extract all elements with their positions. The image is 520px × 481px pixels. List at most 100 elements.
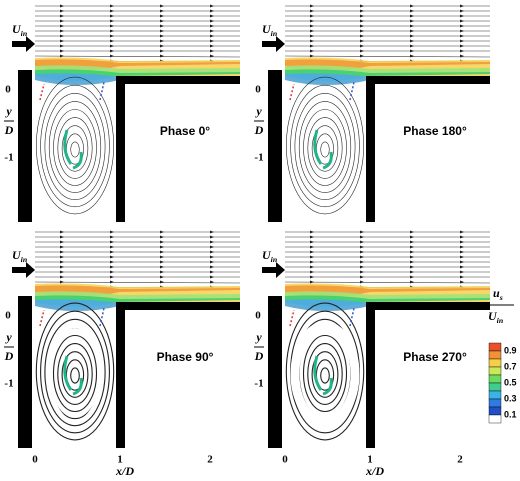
- stream-arrow: [360, 255, 364, 259]
- stream-arrow: [310, 280, 314, 284]
- stream-arrow: [210, 34, 214, 38]
- wall: [366, 76, 375, 222]
- cavity-streamline: [320, 367, 330, 384]
- stream-arrow: [410, 260, 414, 264]
- cavity-streamline: [320, 141, 330, 158]
- streamline: [284, 281, 491, 284]
- colorbar-tick-label: 0.5: [504, 377, 517, 387]
- stream-arrow: [460, 280, 464, 284]
- stream-arrow: [460, 9, 464, 13]
- cavity-streamline: [57, 117, 93, 179]
- colorbar-title: us: [493, 286, 503, 302]
- stream-arrow: [410, 245, 414, 249]
- inlet-arrow: [12, 262, 35, 278]
- cavity-streamline: [307, 343, 343, 405]
- stream-arrow: [410, 24, 414, 28]
- colorbar-title-main: U: [488, 309, 498, 323]
- stream-arrow: [460, 19, 464, 23]
- stream-arrow: [410, 44, 414, 48]
- stream-arrow: [210, 270, 214, 274]
- stream-arrow: [360, 29, 364, 33]
- stream-arrow: [460, 250, 464, 254]
- stream-arrow: [110, 245, 114, 249]
- inlet-arrow: [262, 36, 285, 52]
- cavity-streamline: [61, 125, 89, 172]
- stream-arrow: [110, 9, 114, 13]
- stream-arrow: [210, 44, 214, 48]
- wall: [116, 76, 125, 222]
- cavity-streamline: [44, 93, 106, 201]
- stream-arrow: [160, 275, 164, 279]
- colorbar-title-sub: in: [497, 316, 504, 325]
- stream-arrow: [410, 34, 414, 38]
- stream-arrow: [210, 19, 214, 23]
- cavity-streamline: [40, 310, 110, 434]
- indicator-arrow: [99, 307, 105, 327]
- wall: [366, 302, 375, 448]
- stream-arrow: [110, 4, 114, 8]
- stream-arrow: [110, 39, 114, 43]
- stream-arrow: [110, 280, 114, 284]
- colorbar-swatch: [488, 358, 502, 368]
- stream-arrow: [360, 245, 364, 249]
- y-axis-label: D: [254, 123, 264, 137]
- stream-arrow: [60, 265, 64, 269]
- stream-arrow: [360, 235, 364, 239]
- x-tick-label: 2: [457, 454, 463, 466]
- stream-arrow: [160, 270, 164, 274]
- stream-arrow: [210, 240, 214, 244]
- stream-arrow: [210, 54, 214, 58]
- vortex-core: [313, 129, 333, 170]
- colorbar-swatch: [488, 366, 502, 376]
- colorbar-tick-label: 0.3: [504, 393, 517, 403]
- stream-arrow: [160, 260, 164, 264]
- stream-arrow: [460, 14, 464, 18]
- stream-arrow: [310, 49, 314, 53]
- stream-arrow: [310, 270, 314, 274]
- stream-arrow: [210, 265, 214, 269]
- stream-arrow: [210, 24, 214, 28]
- stream-arrow: [60, 280, 64, 284]
- stream-arrow: [360, 54, 364, 58]
- stream-arrow: [410, 19, 414, 23]
- cavity-streamline: [40, 84, 110, 208]
- colorbar-tick-label: 0.1: [504, 409, 517, 419]
- stream-arrow: [360, 280, 364, 284]
- stream-arrow: [110, 250, 114, 254]
- stream-arrow: [310, 4, 314, 8]
- colorbar-swatch: [488, 342, 502, 352]
- stream-arrow: [360, 44, 364, 48]
- cavity-streamline: [35, 76, 115, 215]
- stream-arrow: [310, 235, 314, 239]
- colorbar-tick-label: 0.9: [504, 345, 517, 355]
- stream-arrow: [410, 29, 414, 33]
- stream-arrow: [110, 24, 114, 28]
- stream-arrow: [160, 4, 164, 8]
- stream-arrow: [60, 34, 64, 38]
- y-tick-label: 0: [255, 310, 261, 322]
- stream-arrow: [210, 49, 214, 53]
- stream-arrow: [460, 265, 464, 269]
- colorbar-swatch: [488, 382, 502, 392]
- stream-arrow: [360, 230, 364, 234]
- cavity-streamline: [290, 84, 360, 208]
- stream-arrow: [410, 4, 414, 8]
- stream-arrow: [410, 54, 414, 58]
- stream-arrow: [60, 235, 64, 239]
- y-axis-label: D: [4, 349, 14, 363]
- wall: [268, 296, 282, 448]
- stream-arrow: [460, 230, 464, 234]
- stream-arrow: [60, 230, 64, 234]
- x-tick-label: 1: [117, 454, 123, 466]
- inlet-label: Uin: [12, 22, 27, 38]
- stream-arrow: [360, 24, 364, 28]
- wall: [268, 70, 282, 222]
- indicator-arrow: [39, 309, 45, 327]
- stream-arrow: [360, 9, 364, 13]
- y-axis-label: D: [254, 349, 264, 363]
- stream-arrow: [410, 270, 414, 274]
- stream-arrow: [460, 245, 464, 249]
- stream-arrow: [460, 275, 464, 279]
- cavity-streamline: [53, 109, 97, 186]
- stream-arrow: [460, 4, 464, 8]
